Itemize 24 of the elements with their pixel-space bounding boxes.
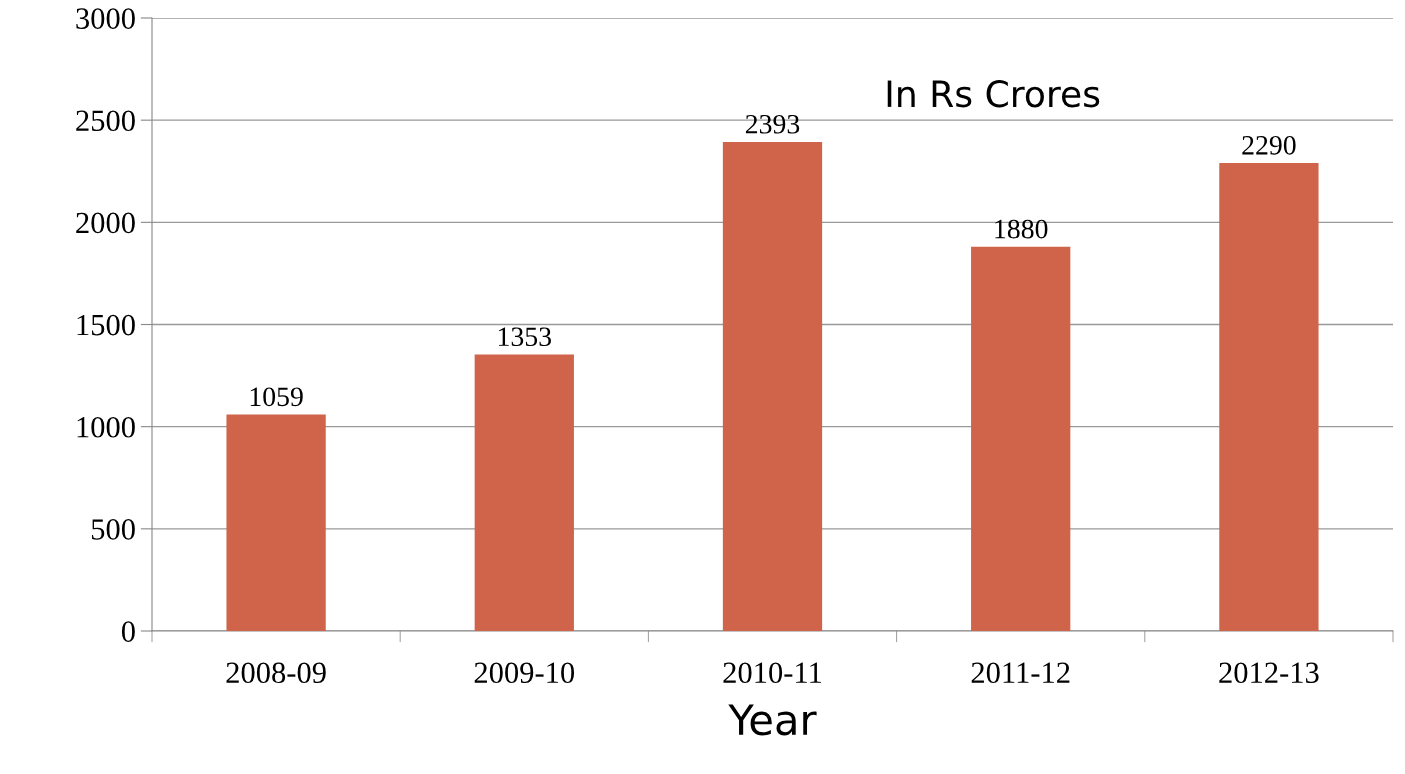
bar — [1219, 163, 1319, 631]
bar — [722, 142, 823, 631]
data-label: 1880 — [995, 219, 1048, 239]
bar — [971, 246, 1071, 631]
y-tick-label: 0 — [121, 621, 135, 642]
annotation: In Rs Crores — [887, 80, 1100, 108]
x-tick-label: 2010-11 — [723, 662, 822, 684]
bar — [474, 354, 574, 631]
x-tick-label: 2011-12 — [971, 662, 1070, 684]
data-label: 1059 — [250, 387, 303, 407]
x-tick-label: 2008-09 — [226, 662, 326, 684]
y-tick-label: 1500 — [77, 314, 135, 336]
y-tick-label: 500 — [91, 519, 135, 540]
y-tick-label: 1000 — [77, 416, 135, 438]
y-tick-label: 2000 — [76, 212, 135, 234]
x-axis-title: Year — [728, 704, 817, 736]
x-tick-label: 2009-10 — [474, 662, 575, 684]
data-label: 2393 — [745, 114, 800, 134]
x-tick-label: 2012-13 — [1219, 662, 1319, 684]
y-tick-label: 2500 — [76, 110, 135, 132]
data-label: 1353 — [498, 327, 551, 347]
y-tick-label: 3000 — [76, 8, 135, 29]
data-label: 2290 — [1242, 135, 1296, 155]
bar — [226, 414, 326, 631]
